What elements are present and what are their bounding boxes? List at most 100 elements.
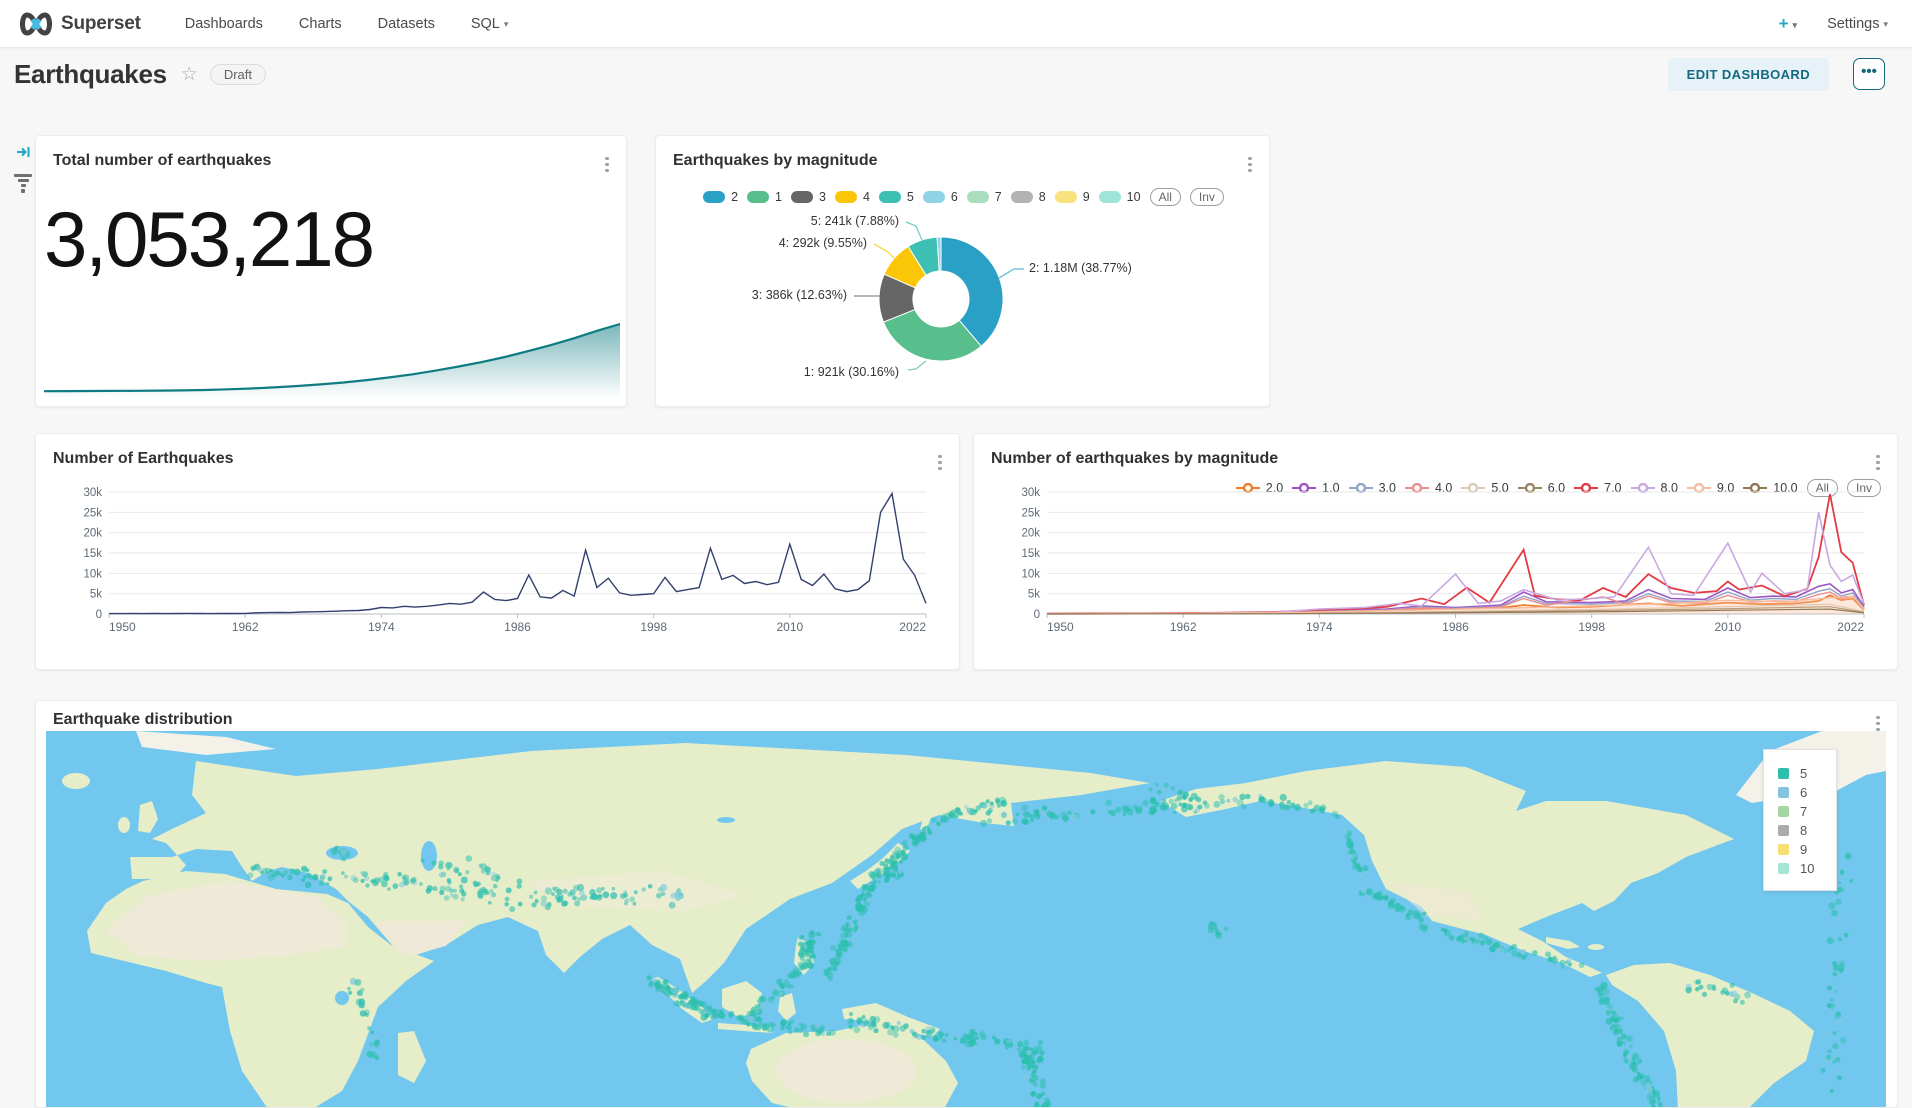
map-legend-item-9[interactable]: 9 xyxy=(1778,840,1836,859)
earthquake-point xyxy=(862,884,870,891)
earthquake-point xyxy=(420,858,425,863)
earthquake-point xyxy=(1023,1075,1030,1082)
nav-item-datasets[interactable]: Datasets xyxy=(377,15,435,32)
nav-item-charts[interactable]: Charts xyxy=(298,15,342,32)
earthquake-point xyxy=(1448,934,1455,941)
earthquake-point xyxy=(1551,960,1557,965)
chart-menu-button[interactable] xyxy=(1871,713,1885,734)
donut-chart[interactable] xyxy=(656,214,1271,408)
map-legend-item-8[interactable]: 8 xyxy=(1778,821,1836,840)
earthquake-point xyxy=(1835,898,1842,906)
nav-item-dashboards[interactable]: Dashboards xyxy=(184,15,263,32)
superset-logo[interactable]: Superset xyxy=(18,11,141,37)
earthquake-point xyxy=(1157,789,1162,795)
earthquake-point xyxy=(1636,1071,1641,1077)
legend-item-5[interactable]: 5 xyxy=(878,190,914,204)
chart-menu-button[interactable] xyxy=(600,154,614,175)
donut-slice-1[interactable] xyxy=(882,308,982,362)
earthquake-point xyxy=(1832,971,1838,977)
svg-text:5k: 5k xyxy=(1028,589,1040,601)
earthquake-point xyxy=(1836,1075,1843,1081)
more-options-button[interactable]: ••• xyxy=(1853,58,1885,90)
donut-slice-2[interactable] xyxy=(940,236,1004,347)
earthquake-point xyxy=(951,1033,955,1038)
earthquake-point xyxy=(372,878,376,883)
earthquake-point xyxy=(1361,887,1367,894)
earthquake-point xyxy=(823,970,830,977)
expand-filter-bar-button[interactable] xyxy=(16,145,31,164)
earthquake-point xyxy=(1625,1054,1632,1061)
earthquake-point xyxy=(1347,850,1352,855)
legend-item-8[interactable]: 8 xyxy=(1010,190,1046,204)
world-map[interactable] xyxy=(46,731,1886,1107)
earthquake-point xyxy=(1623,1049,1629,1055)
legend-item-1[interactable]: 1 xyxy=(747,190,782,204)
earthquake-point xyxy=(269,868,273,873)
earthquake-point xyxy=(1559,959,1566,966)
earthquake-point xyxy=(1651,1104,1656,1107)
earthquake-point xyxy=(758,995,764,1000)
earthquake-point xyxy=(969,1040,976,1046)
earthquake-point xyxy=(776,986,782,992)
legend-item-9[interactable]: 9 xyxy=(1054,190,1090,204)
multi-line-chart[interactable]: 0 5k 10k 15k 20k 25k 30k 1950 1962 1974 1986 1998 20… xyxy=(988,478,1883,658)
edit-dashboard-button[interactable]: EDIT DASHBOARD xyxy=(1667,57,1829,91)
earthquake-point xyxy=(1826,1003,1832,1009)
map-legend-item-10[interactable]: 10 xyxy=(1778,859,1836,878)
earthquake-point xyxy=(862,1019,870,1026)
chart-menu-button[interactable] xyxy=(1243,154,1257,175)
chart-title: Number of Earthquakes xyxy=(53,450,234,467)
earthquake-point xyxy=(1521,954,1527,960)
pie-label-2: 2: 1.18M (38.77%) xyxy=(1029,261,1132,275)
legend-item-3[interactable]: 3 xyxy=(790,190,826,204)
legend-label: 2 xyxy=(731,190,739,204)
earthquake-point xyxy=(1844,852,1852,860)
earthquake-point xyxy=(703,1006,711,1014)
earthquake-point xyxy=(1485,938,1493,946)
earthquake-point xyxy=(712,1008,718,1015)
legend-item-10[interactable]: 10 xyxy=(1098,190,1141,204)
legend-select-all-button[interactable]: All xyxy=(1149,188,1181,206)
map-legend-item-7[interactable]: 7 xyxy=(1778,802,1836,821)
map-legend-item-6[interactable]: 6 xyxy=(1778,783,1836,802)
settings-menu[interactable]: Settings ▾ xyxy=(1827,15,1888,32)
earthquake-point xyxy=(743,1019,748,1024)
earthquake-point xyxy=(780,1025,786,1031)
earthquake-point xyxy=(1831,909,1838,917)
earthquake-point xyxy=(855,903,860,908)
donut-slice-6[interactable] xyxy=(936,236,942,272)
earthquake-point xyxy=(1110,815,1115,820)
svg-text:1998: 1998 xyxy=(1578,620,1605,634)
new-item-button[interactable]: + ▾ xyxy=(1778,13,1798,33)
map-legend-item-5[interactable]: 5 xyxy=(1778,764,1836,783)
legend-item-4[interactable]: 4 xyxy=(834,190,870,204)
earthquake-point xyxy=(690,996,696,1002)
dashboard-header: Earthquakes ☆ Draft EDIT DASHBOARD ••• xyxy=(0,48,1912,100)
earthquake-point xyxy=(1639,1073,1645,1079)
earthquake-point xyxy=(985,799,990,804)
chart-menu-button[interactable] xyxy=(933,452,947,473)
earthquake-point xyxy=(668,901,676,909)
legend-item-2[interactable]: 2 xyxy=(703,190,738,204)
earthquake-point xyxy=(755,1008,763,1016)
earthquake-point xyxy=(398,881,405,888)
line-chart[interactable]: 0 5k 10k 15k 20k 25k 30k 1950 1962 1974 1986 1998 20… xyxy=(50,478,945,658)
legend-item-7[interactable]: 7 xyxy=(966,190,1002,204)
earthquake-point xyxy=(439,889,445,896)
legend-item-6[interactable]: 6 xyxy=(922,190,958,204)
earthquake-point xyxy=(465,855,473,862)
nav-item-sql[interactable]: SQL ▾ xyxy=(470,15,509,32)
earthquake-point xyxy=(1652,1099,1657,1104)
legend-invert-button[interactable]: Inv xyxy=(1189,188,1224,206)
earthquake-point xyxy=(461,891,467,897)
earthquake-point xyxy=(991,1035,996,1040)
earthquake-point xyxy=(1838,963,1845,970)
favorite-star-icon[interactable]: ☆ xyxy=(180,63,198,85)
earthquake-point xyxy=(264,867,272,875)
chart-menu-button[interactable] xyxy=(1871,452,1885,473)
earthquake-point xyxy=(1640,1079,1647,1086)
svg-text:1998: 1998 xyxy=(640,620,667,634)
filter-icon[interactable] xyxy=(12,172,34,193)
earthquake-point xyxy=(1023,1039,1030,1045)
earthquake-point xyxy=(940,815,947,823)
